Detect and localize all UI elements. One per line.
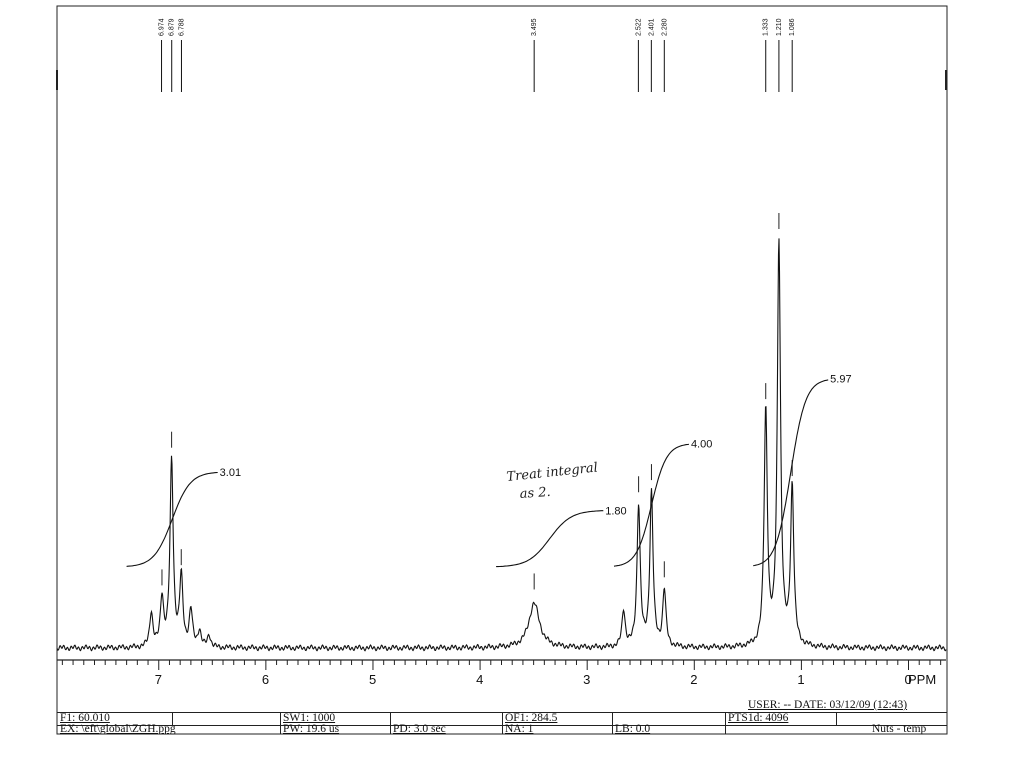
integral-curve xyxy=(753,379,829,567)
x-tick-label: 0 xyxy=(905,672,912,687)
integral-value: 3.01 xyxy=(220,467,241,479)
peak-label: 1.333 xyxy=(763,18,770,36)
peak-label: 2.401 xyxy=(648,18,655,36)
integral-curves: 3.01 1.80 4.00 5.97 xyxy=(126,374,852,568)
x-axis-unit-label: PPM xyxy=(908,672,936,687)
x-axis-ticks xyxy=(61,660,942,670)
x-tick-label: 3 xyxy=(583,672,590,687)
x-tick-label: 4 xyxy=(476,672,483,687)
x-axis-tick-labels: 7 6 5 4 3 2 1 0 xyxy=(155,672,912,687)
peak-label: 2.280 xyxy=(661,18,668,36)
integral-curve xyxy=(126,471,218,567)
plot-frame xyxy=(56,5,948,735)
x-tick-label: 1 xyxy=(797,672,804,687)
integral-value: 1.80 xyxy=(605,505,626,517)
spectrum-trace xyxy=(56,238,947,652)
peak-label: 1.210 xyxy=(776,18,783,36)
peak-label: 2.522 xyxy=(635,18,642,36)
integral-curve xyxy=(613,443,689,567)
x-tick-label: 6 xyxy=(262,672,269,687)
peak-label: 3.495 xyxy=(531,18,538,36)
integral-value: 5.97 xyxy=(830,374,851,386)
peak-label: 6.879 xyxy=(169,18,176,36)
annotation-line-1: Treat integral xyxy=(506,460,599,484)
x-tick-label: 2 xyxy=(690,672,697,687)
peak-markers xyxy=(161,213,793,590)
integral-curve xyxy=(496,510,604,568)
integral-value: 4.00 xyxy=(691,438,712,450)
peak-labels: 6.974 6.879 6.788 3.495 2.522 2.401 2.280 1.333… xyxy=(159,18,797,36)
x-tick-label: 5 xyxy=(369,672,376,687)
peak-label: 6.974 xyxy=(159,18,166,36)
peak-label-lines xyxy=(161,40,793,92)
annotation-line-2: as 2. xyxy=(519,485,551,502)
x-tick-label: 7 xyxy=(155,672,162,687)
peak-label: 1.086 xyxy=(789,18,796,36)
peak-label: 6.788 xyxy=(178,18,185,36)
